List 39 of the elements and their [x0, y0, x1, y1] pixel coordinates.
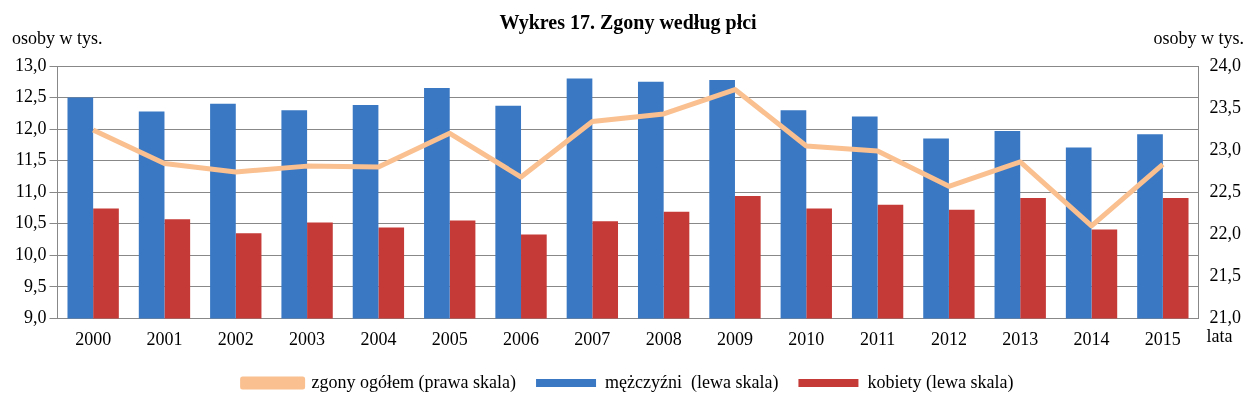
- y-tick-label: 12,5: [15, 86, 47, 107]
- legend-label: kobiety (lewa skala): [867, 371, 1014, 393]
- x-tick-label: 2015: [1144, 328, 1181, 349]
- x-tick-label: 2003: [289, 328, 326, 349]
- y-axis-title: osoby w tys.: [12, 27, 103, 48]
- x-tick-label: 2002: [217, 328, 254, 349]
- y2-tick-label: 24,0: [1209, 54, 1241, 75]
- x-tick-label: 2000: [75, 328, 112, 349]
- y2-tick-label: 23,5: [1209, 96, 1241, 117]
- y-tick-label: 11,0: [15, 180, 47, 201]
- x-tick-label: 2013: [1002, 328, 1039, 349]
- x-tick-label: 2007: [574, 328, 611, 349]
- x-axis-title: lata: [1206, 326, 1233, 347]
- y2-tick-label: 21,5: [1209, 265, 1241, 286]
- y2-tick-label: 22,0: [1209, 223, 1241, 243]
- x-tick-label: 2004: [360, 328, 397, 349]
- y2-tick-label: 21,0: [1209, 307, 1241, 328]
- x-tick-label: 2010: [788, 328, 825, 349]
- x-tick-label: 2001: [146, 328, 183, 349]
- legend-label: mężczyźni (lewa skala): [605, 371, 779, 393]
- x-tick-label: 2009: [716, 328, 753, 349]
- x-tick-label: 2014: [1073, 328, 1110, 349]
- y-tick-label: 9,5: [24, 275, 47, 296]
- y2-tick-label: 23,0: [1209, 138, 1241, 159]
- x-tick-label: 2005: [431, 328, 468, 349]
- y-tick-label: 13,0: [15, 54, 47, 75]
- x-tick-label: 2006: [503, 328, 540, 349]
- y2-tick-label: 22,5: [1209, 180, 1241, 201]
- x-tick-label: 2011: [859, 328, 896, 349]
- y-tick-label: 12,0: [15, 117, 47, 138]
- chart-title: Wykres 17. Zgony według płci: [499, 11, 758, 35]
- y-tick-label: 9,0: [24, 307, 47, 328]
- y-tick-label: 11,5: [15, 149, 47, 170]
- y-tick-label: 10,0: [15, 244, 47, 265]
- x-tick-label: 2012: [930, 328, 967, 349]
- y-tick-label: 10,5: [15, 212, 47, 233]
- x-tick-label: 2008: [645, 328, 682, 349]
- y2-axis-title: osoby w tys.: [1153, 27, 1244, 48]
- legend-label: zgony ogółem (prawa skala): [311, 371, 517, 393]
